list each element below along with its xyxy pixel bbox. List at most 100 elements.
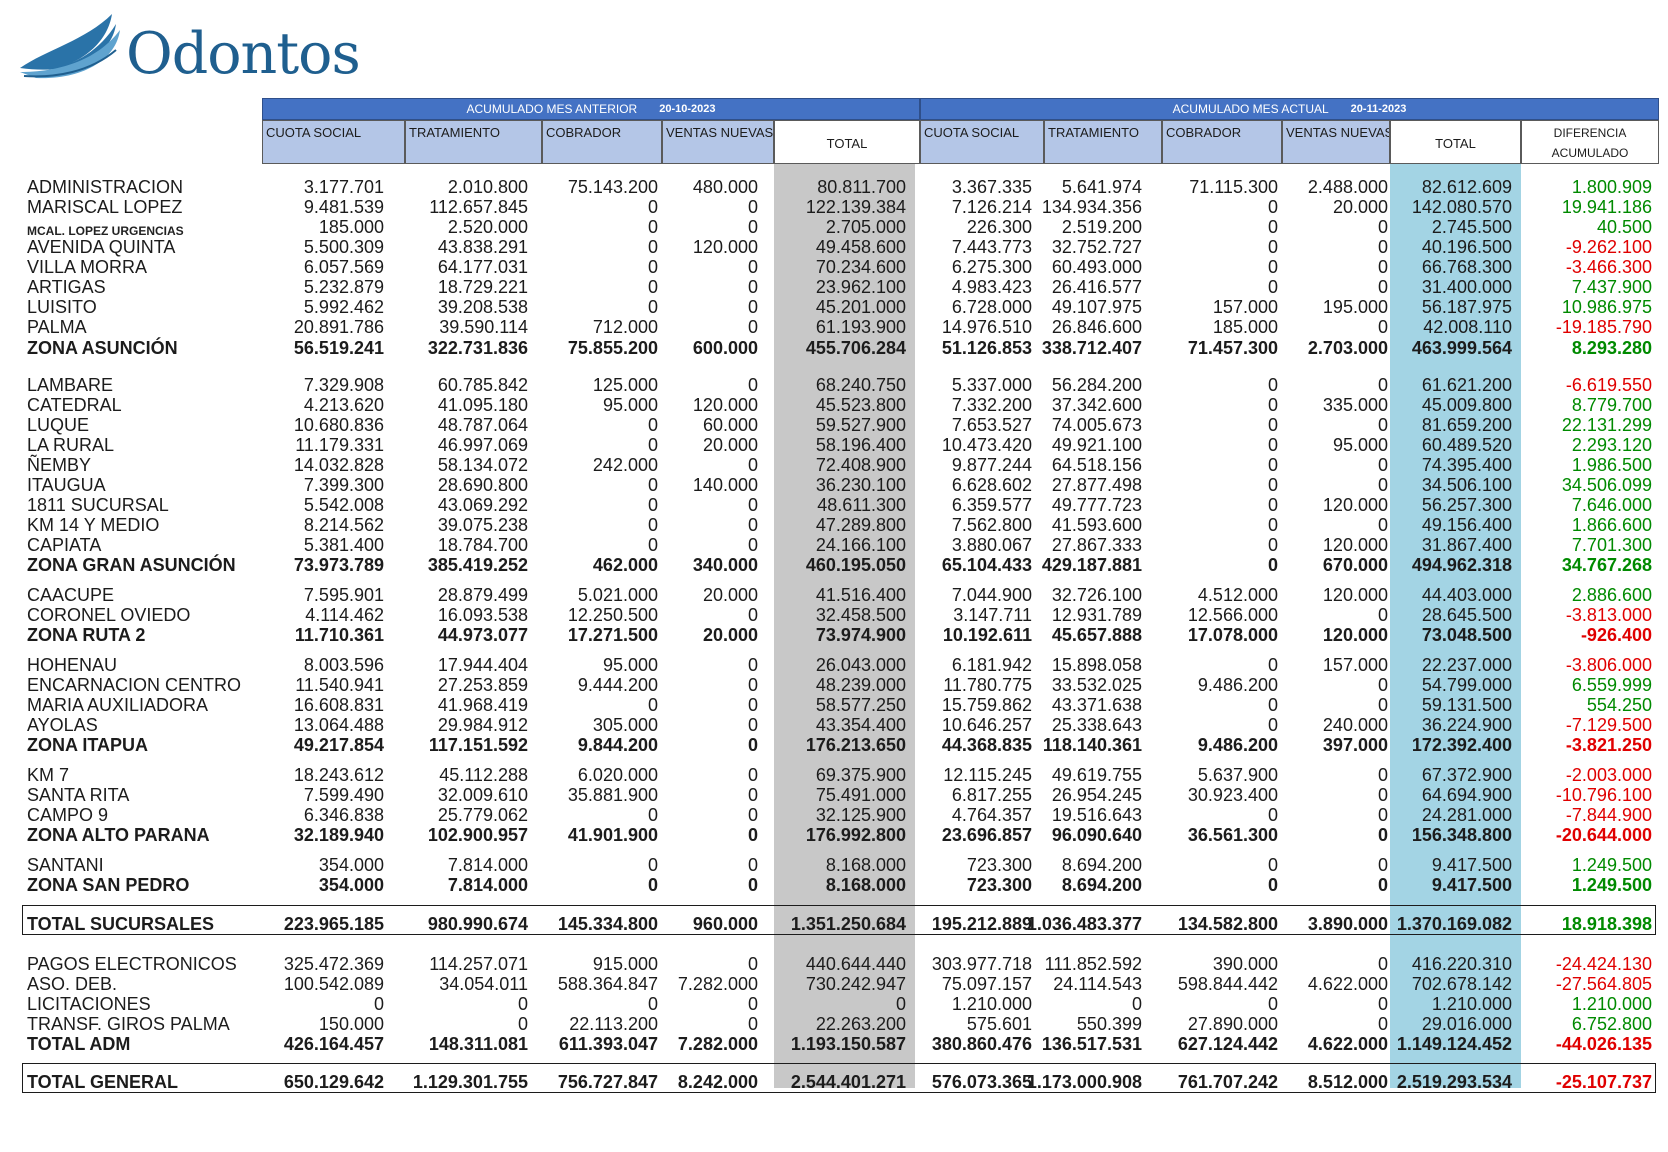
value-cell: 23.696.857 xyxy=(941,825,1032,845)
value-cell: 36.224.900 xyxy=(1421,715,1512,735)
value-cell: 730.242.947 xyxy=(805,974,906,994)
table-row: HOHENAU 8.003.596 17.944.404 95.000 0 26.043.… xyxy=(0,655,1668,675)
value-cell: 5.232.879 xyxy=(303,277,384,297)
value-cell: 0 xyxy=(1377,765,1388,785)
value-cell: 1.351.250.684 xyxy=(790,914,906,934)
value-cell: 416.220.310 xyxy=(1411,954,1512,974)
value-cell: 3.177.701 xyxy=(303,177,384,197)
value-cell: 0 xyxy=(1377,515,1388,535)
value-cell: 172.392.400 xyxy=(1411,735,1512,755)
value-cell: 42.008.110 xyxy=(1423,317,1512,337)
value-cell: 0 xyxy=(1267,715,1278,735)
value-cell: 3.890.000 xyxy=(1307,914,1388,934)
col-header-diferencia: DIFERENCIA ACUMULADO xyxy=(1521,120,1659,164)
value-cell: 73.973.789 xyxy=(293,555,384,575)
value-cell: 0 xyxy=(1267,805,1278,825)
value-cell: 31.867.400 xyxy=(1421,535,1512,555)
value-cell: 0 xyxy=(1377,475,1388,495)
row-label: ASO. DEB. xyxy=(27,974,118,994)
total-row: TOTAL SUCURSALES 223.965.185 980.990.674 14… xyxy=(0,914,1668,934)
value-cell: 494.962.318 xyxy=(1411,555,1512,575)
value-cell: 0 xyxy=(747,855,758,875)
value-cell: 7.599.490 xyxy=(303,785,384,805)
diff-cell: -6.619.550 xyxy=(1565,375,1652,395)
value-cell: 120.000 xyxy=(692,237,758,257)
diff-cell: -3.806.000 xyxy=(1565,655,1652,675)
value-cell: 68.240.750 xyxy=(815,375,906,395)
value-cell: 118.140.361 xyxy=(1042,735,1142,755)
value-cell: 0 xyxy=(647,257,658,277)
value-cell: 49.458.600 xyxy=(815,237,906,257)
value-cell: 195.212.889 xyxy=(931,914,1032,934)
value-cell: 49.156.400 xyxy=(1421,515,1512,535)
row-label: AYOLAS xyxy=(27,715,98,735)
value-cell: 2.705.000 xyxy=(825,217,906,237)
value-cell: 0 xyxy=(1267,455,1278,475)
value-cell: 95.000 xyxy=(1332,435,1388,455)
value-cell: 0 xyxy=(647,535,658,555)
value-cell: 9.417.500 xyxy=(1431,855,1512,875)
table-row: CAACUPE 7.595.901 28.879.499 5.021.000 20.00… xyxy=(0,585,1668,605)
value-cell: 0 xyxy=(747,297,758,317)
value-cell: 9.844.200 xyxy=(577,735,658,755)
value-cell: 56.257.300 xyxy=(1421,495,1512,515)
table-row: PAGOS ELECTRONICOS 325.472.369 114.257.071… xyxy=(0,954,1668,974)
row-label: TOTAL GENERAL xyxy=(27,1072,179,1092)
value-cell: 95.000 xyxy=(602,655,658,675)
value-cell: 70.234.600 xyxy=(815,257,906,277)
value-cell: 120.000 xyxy=(1322,585,1388,605)
diff-cell: 1.249.500 xyxy=(1571,855,1652,875)
value-cell: 0 xyxy=(1377,875,1388,895)
value-cell: 0 xyxy=(647,237,658,257)
value-cell: 29.016.000 xyxy=(1421,1014,1512,1034)
value-cell: 45.009.800 xyxy=(1421,395,1512,415)
diff-cell: -7.129.500 xyxy=(1565,715,1652,735)
value-cell: 39.590.114 xyxy=(439,317,528,337)
value-cell: 43.354.400 xyxy=(815,715,906,735)
table-row: ARTIGAS 5.232.879 18.729.221 0 0 23.962.100 4.… xyxy=(0,277,1668,297)
value-cell: 24.281.000 xyxy=(1421,805,1512,825)
value-cell: 58.577.250 xyxy=(815,695,906,715)
value-cell: 0 xyxy=(1377,217,1388,237)
value-cell: 756.727.847 xyxy=(557,1072,658,1092)
diff-cell: 18.918.398 xyxy=(1561,914,1652,934)
value-cell: 7.282.000 xyxy=(677,1034,758,1054)
value-cell: 0 xyxy=(647,855,658,875)
value-cell: 9.444.200 xyxy=(577,675,658,695)
value-cell: 22.237.000 xyxy=(1421,655,1512,675)
value-cell: 4.983.423 xyxy=(951,277,1032,297)
table-row: ÑEMBY 14.032.828 58.134.072 242.000 0 72.408.… xyxy=(0,455,1668,475)
value-cell: 8.694.200 xyxy=(1061,875,1142,895)
value-cell: 28.645.500 xyxy=(1421,605,1512,625)
value-cell: 25.338.643 xyxy=(1051,715,1142,735)
value-cell: 60.489.520 xyxy=(1421,435,1512,455)
table-row: SANTA RITA 7.599.490 32.009.610 35.881.900 0… xyxy=(0,785,1668,805)
value-cell: 0 xyxy=(1377,415,1388,435)
row-label: LICITACIONES xyxy=(27,994,151,1014)
value-cell: 611.393.047 xyxy=(558,1034,658,1054)
value-cell: 0 xyxy=(747,317,758,337)
value-cell: 43.069.292 xyxy=(437,495,528,515)
value-cell: 0 xyxy=(647,994,658,1014)
diff-cell: -25.107.737 xyxy=(1555,1072,1652,1092)
value-cell: 111.852.592 xyxy=(1044,954,1142,974)
value-cell: 0 xyxy=(747,765,758,785)
value-cell: 26.043.000 xyxy=(815,655,906,675)
diff-cell: -2.003.000 xyxy=(1565,765,1652,785)
value-cell: 0 xyxy=(1377,277,1388,297)
diff-cell: -926.400 xyxy=(1580,625,1652,645)
row-label: CAACUPE xyxy=(27,585,115,605)
value-cell: 6.057.569 xyxy=(303,257,384,277)
value-cell: 338.712.407 xyxy=(1041,338,1142,358)
value-cell: 322.731.836 xyxy=(427,338,528,358)
value-cell: 0 xyxy=(647,197,658,217)
value-cell: 761.707.242 xyxy=(1177,1072,1278,1092)
table-row: PALMA 20.891.786 39.590.114 712.000 0 61.193.… xyxy=(0,317,1668,337)
header-prev-title: ACUMULADO MES ANTERIOR xyxy=(466,102,638,116)
value-cell: 35.881.900 xyxy=(567,785,658,805)
value-cell: 9.877.244 xyxy=(951,455,1032,475)
value-cell: 49.921.100 xyxy=(1051,435,1142,455)
value-cell: 75.143.200 xyxy=(567,177,658,197)
value-cell: 120.000 xyxy=(692,395,758,415)
value-cell: 41.095.180 xyxy=(437,395,528,415)
